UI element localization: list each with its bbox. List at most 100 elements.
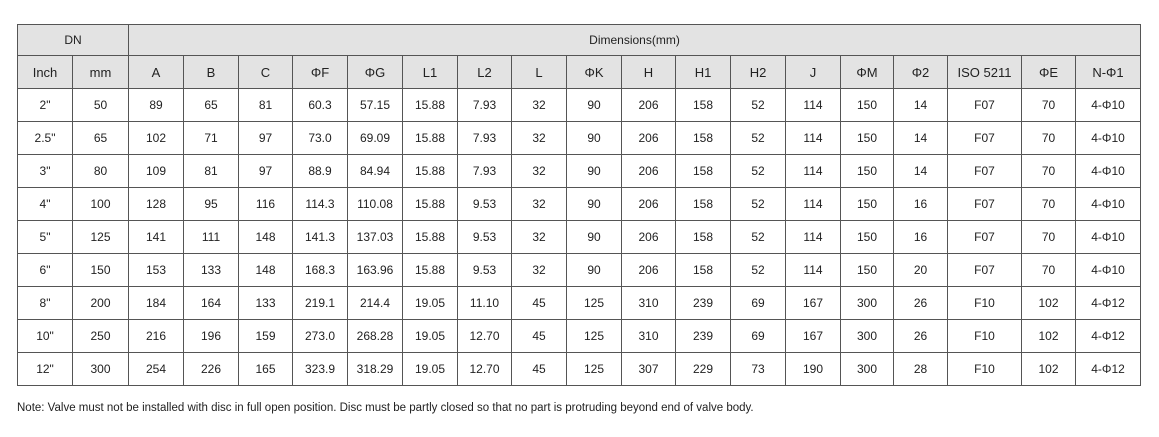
table-cell: 168.3 [292,253,348,287]
column-header: H [621,55,676,89]
table-row: 8" 200 184 164 133 219.1 214.4 19.05 11.10 45 125 3… [17,286,1141,320]
column-header: Φ2 [893,55,948,89]
table-cell: 153 [128,253,184,287]
table-cell: 15.88 [402,121,458,155]
table-cell: 90 [566,187,622,221]
column-header: H1 [675,55,731,89]
table-cell: 14 [893,121,948,155]
table-cell: 200 [72,286,129,320]
table-cell: 4-Φ10 [1075,154,1141,188]
table-cell: 4-Φ10 [1075,88,1141,122]
table-cell: 4" [17,187,73,221]
table-cell: 125 [72,220,129,254]
table-cell: F07 [947,220,1022,254]
table-cell: 90 [566,220,622,254]
table-cell: 19.05 [402,352,458,386]
table-cell: F10 [947,286,1022,320]
table-cell: 69.09 [347,121,403,155]
table-row: 5" 125 141 111 148 141.3 137.03 15.88 9.53 32 90 20… [17,220,1141,254]
column-header: ΦG [347,55,403,89]
table-cell: 141 [128,220,184,254]
note: Note: Valve must not be installed with d… [17,402,754,414]
table-cell: 2.5" [17,121,73,155]
table-cell: 125 [566,286,622,320]
table-cell: F07 [947,88,1022,122]
table-cell: 70 [1021,187,1076,221]
table-cell: 4-Φ12 [1075,319,1141,353]
table-cell: 150 [840,187,894,221]
table-row: 6" 150 153 133 148 168.3 163.96 15.88 9.53 32 90 20… [17,253,1141,287]
table-cell: 3" [17,154,73,188]
table-cell: 150 [840,253,894,287]
table-cell: 97 [238,121,293,155]
table-cell: 158 [675,220,731,254]
table-cell: 150 [840,88,894,122]
table-cell: 28 [893,352,948,386]
table-cell: 4-Φ10 [1075,187,1141,221]
table-cell: 32 [511,121,567,155]
column-header: L [511,55,567,89]
table-cell: 125 [566,319,622,353]
table-cell: 214.4 [347,286,403,320]
table-cell: 90 [566,154,622,188]
table-cell: F07 [947,121,1022,155]
table-cell: 65 [183,88,239,122]
table-cell: 148 [238,253,293,287]
table-cell: 125 [566,352,622,386]
table-cell: 114 [785,220,841,254]
column-header: ΦE [1021,55,1076,89]
table-cell: 141.3 [292,220,348,254]
table-cell: 165 [238,352,293,386]
table-cell: 52 [730,88,786,122]
table-cell: 206 [621,121,676,155]
table-cell: 9.53 [457,220,512,254]
table-cell: 116 [238,187,293,221]
dimension-table: DN Dimensions(mm) Inch mm A B C ΦF ΦG L1 L2 L ΦK H H1… [17,24,1141,386]
table-cell: 80 [72,154,129,188]
table-cell: 19.05 [402,286,458,320]
table-cell: 273.0 [292,319,348,353]
table-cell: 12" [17,352,73,386]
table-cell: 7.93 [457,154,512,188]
table-cell: 184 [128,286,184,320]
table-cell: 32 [511,154,567,188]
table-cell: 216 [128,319,184,353]
table-cell: 2" [17,88,73,122]
table-cell: 159 [238,319,293,353]
table-row: 2.5" 65 102 71 97 73.0 69.09 15.88 7.93 32 90 206 15… [17,121,1141,155]
table-cell: 90 [566,88,622,122]
table-cell: 114 [785,187,841,221]
table-cell: 150 [840,121,894,155]
table-head: DN Dimensions(mm) Inch mm A B C ΦF ΦG L1 L2 L ΦK H H1… [17,24,1141,89]
table-cell: 32 [511,88,567,122]
table-cell: 50 [72,88,129,122]
table-cell: 300 [840,286,894,320]
column-header-row: Inch mm A B C ΦF ΦG L1 L2 L ΦK H H1 H2 J ΦM Φ2 ISO 5211 ΦE… [17,55,1141,89]
table-cell: 69 [730,286,786,320]
table-cell: 26 [893,319,948,353]
table-cell: 89 [128,88,184,122]
table-cell: 70 [1021,154,1076,188]
table-cell: F07 [947,187,1022,221]
table-cell: 4-Φ10 [1075,253,1141,287]
table-cell: 45 [511,319,567,353]
table-cell: 26 [893,286,948,320]
column-header: J [785,55,841,89]
table-cell: 52 [730,253,786,287]
table-cell: 15.88 [402,154,458,188]
table-cell: 70 [1021,121,1076,155]
table-cell: 307 [621,352,676,386]
table-cell: 158 [675,253,731,287]
table-cell: 114 [785,88,841,122]
table-cell: 7.93 [457,88,512,122]
table-cell: 158 [675,187,731,221]
table-cell: 15.88 [402,220,458,254]
table-cell: 167 [785,319,841,353]
table-cell: 16 [893,187,948,221]
table-cell: 167 [785,286,841,320]
table-cell: 110.08 [347,187,403,221]
table-cell: 206 [621,88,676,122]
table-cell: 219.1 [292,286,348,320]
table-cell: 19.05 [402,319,458,353]
table-cell: 4-Φ12 [1075,352,1141,386]
